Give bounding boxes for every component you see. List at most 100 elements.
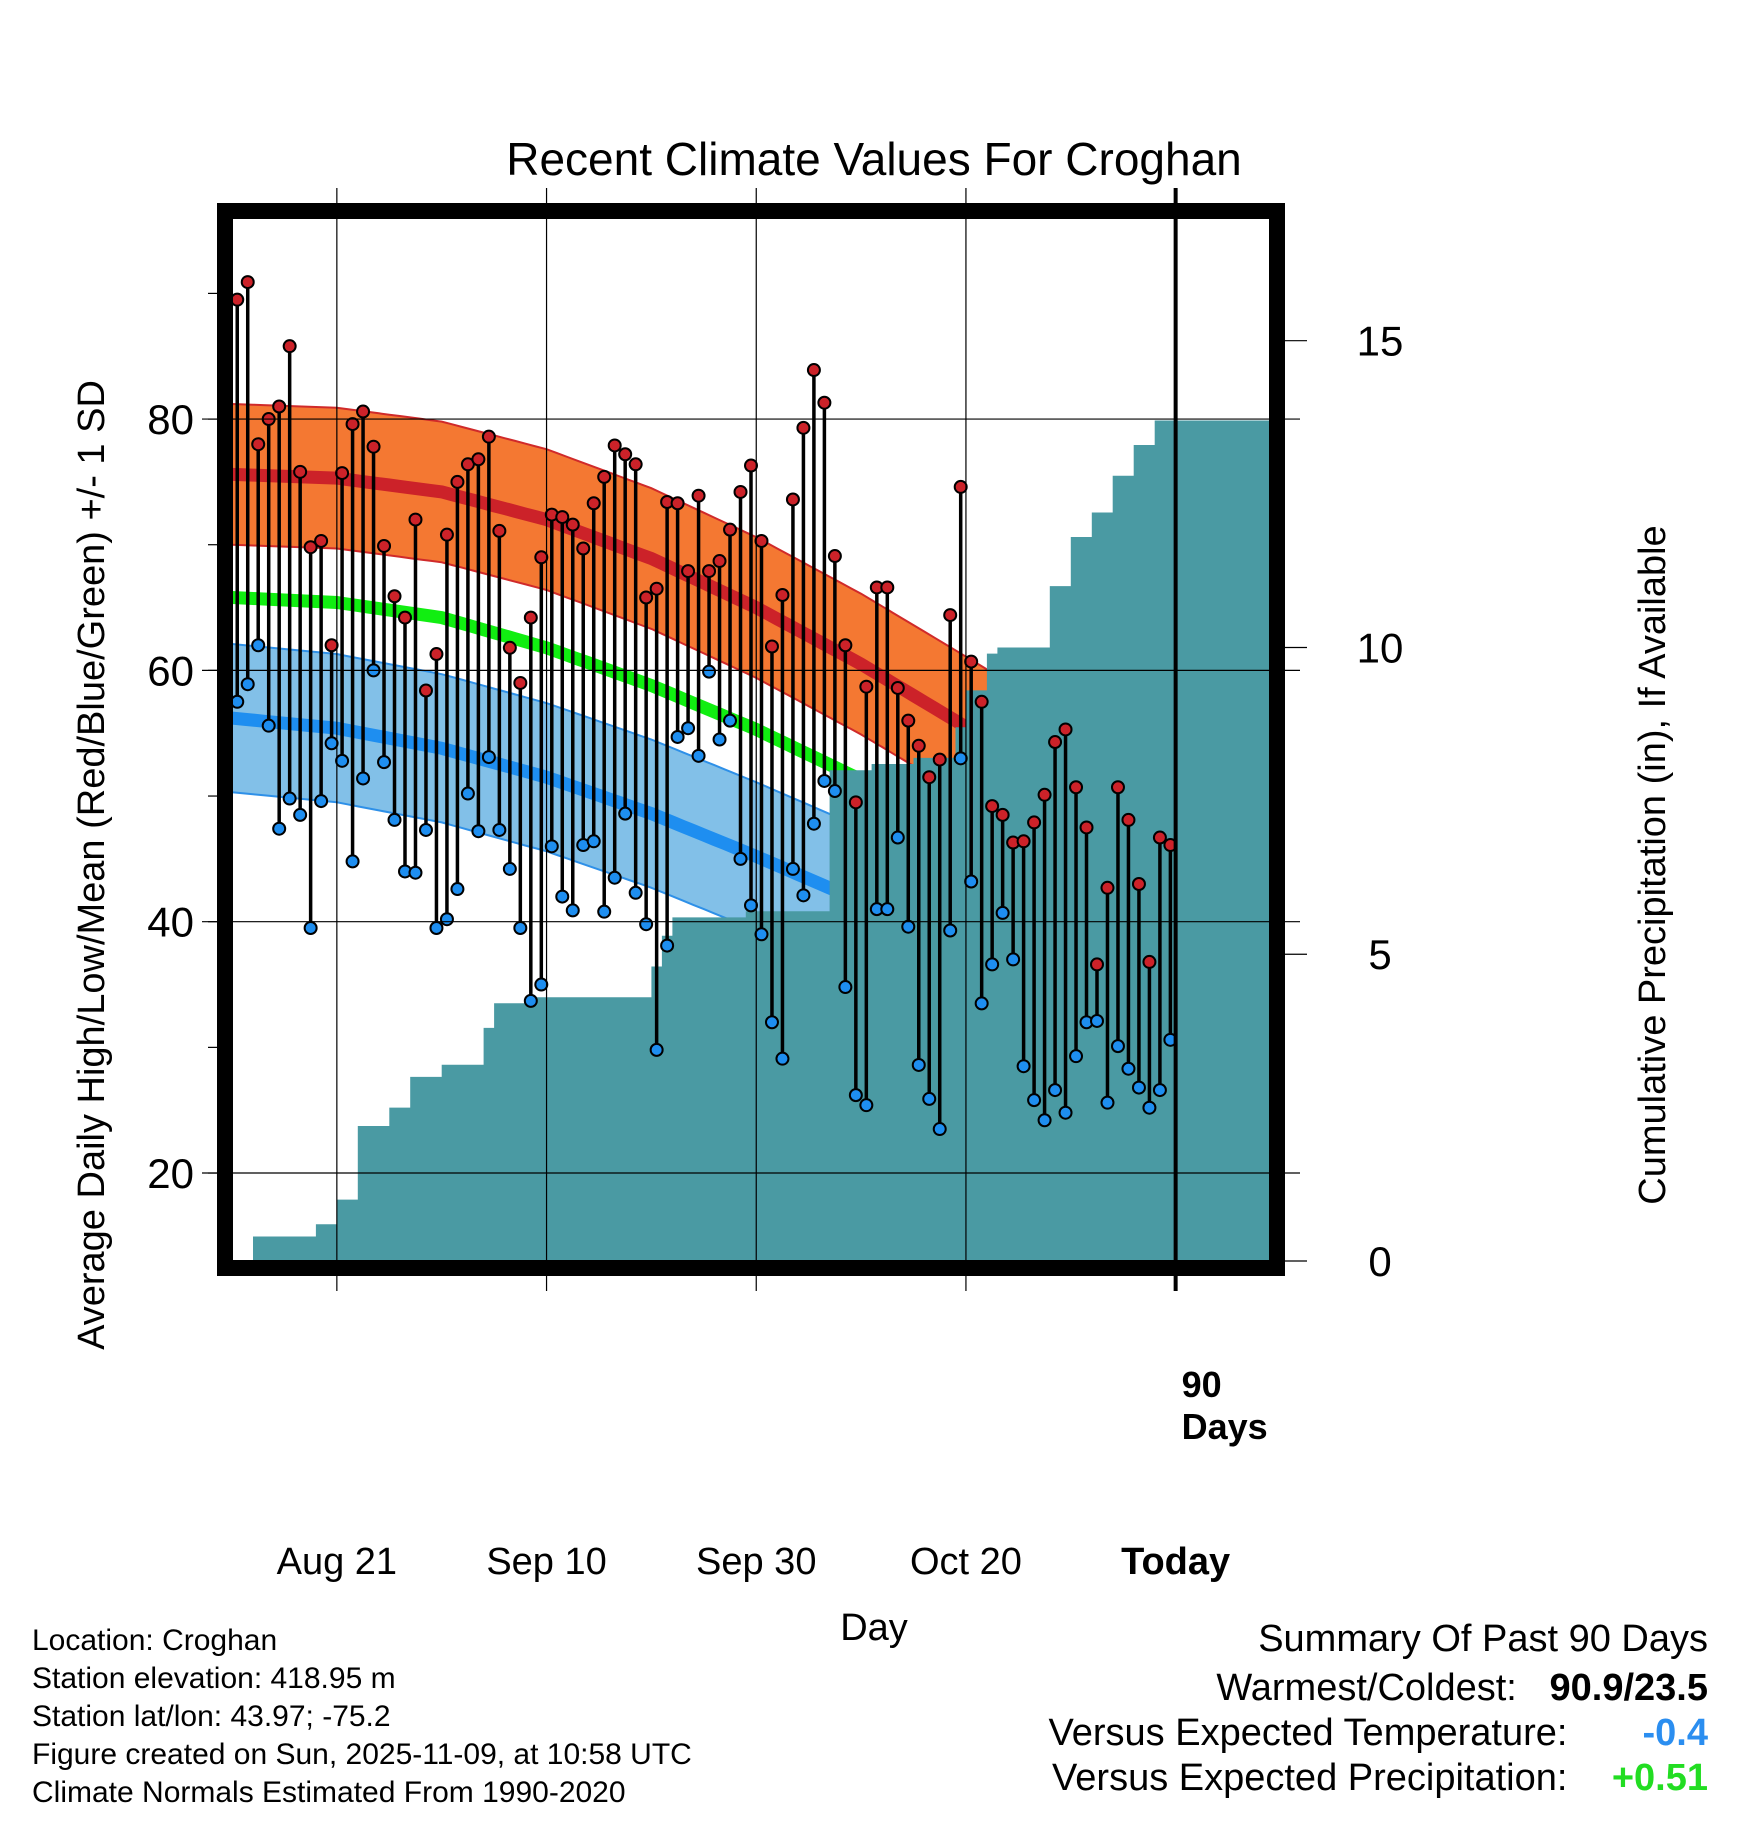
- daily-high-point: [345, 417, 360, 432]
- daily-high-point: [1069, 780, 1084, 795]
- daily-low-point: [303, 920, 318, 935]
- daily-high-point: [733, 484, 748, 499]
- daily-high-point: [303, 540, 318, 555]
- daily-low-point: [733, 851, 748, 866]
- daily-high-point: [796, 420, 811, 435]
- x-axis-label: Day: [840, 1607, 908, 1649]
- daily-high-point: [639, 590, 654, 605]
- y2-tick-label: 5: [1368, 931, 1391, 978]
- y-axis-label: Average Daily High/Low/Mean (Red/Blue/Gr…: [71, 380, 113, 1350]
- daily-high-point: [232, 292, 245, 307]
- daily-high-point: [817, 395, 832, 410]
- daily-low-point: [387, 812, 402, 827]
- summary-warmest-row: Warmest/Coldest: 90.9/23.5: [1049, 1667, 1708, 1710]
- daily-high-point: [848, 795, 863, 810]
- y-tick-label: 40: [147, 899, 194, 946]
- daily-high-point: [251, 437, 266, 452]
- daily-high-point: [670, 496, 685, 511]
- daily-high-point: [240, 275, 255, 290]
- daily-high-point: [1027, 815, 1042, 830]
- daily-high-point: [764, 639, 779, 654]
- daily-low-point: [293, 807, 308, 822]
- location-text: Location: Croghan: [32, 1624, 278, 1657]
- daily-high-point: [702, 564, 717, 579]
- daily-low-point: [555, 889, 570, 904]
- daily-low-point: [639, 917, 654, 932]
- daily-low-point: [272, 821, 287, 836]
- summary-panel: Summary Of Past 90 Days Warmest/Coldest:…: [1049, 1618, 1708, 1800]
- daily-low-point: [995, 905, 1010, 920]
- daily-low-point: [890, 830, 905, 845]
- precip-area: [232, 420, 1270, 1261]
- daily-high-point: [681, 564, 696, 579]
- daily-low-point: [1058, 1105, 1073, 1120]
- daily-high-point: [1131, 877, 1146, 892]
- daily-high-point: [964, 654, 979, 669]
- daily-low-point: [848, 1088, 863, 1103]
- daily-low-point: [911, 1057, 926, 1072]
- daily-high-point: [932, 752, 947, 767]
- daily-low-point: [670, 729, 685, 744]
- daily-high-point: [859, 679, 874, 694]
- latlon-text: Station lat/lon: 43.97; -75.2: [32, 1700, 391, 1733]
- daily-low-point: [974, 996, 989, 1011]
- daily-low-point: [597, 904, 612, 919]
- daily-low-point: [502, 861, 517, 876]
- daily-high-point: [1121, 812, 1136, 827]
- daily-low-point: [964, 874, 979, 889]
- daily-high-point: [995, 807, 1010, 822]
- daily-low-point: [418, 822, 433, 837]
- daily-low-point: [754, 927, 769, 942]
- daily-low-point: [827, 784, 842, 799]
- daily-high-point: [314, 533, 329, 548]
- daily-low-point: [943, 923, 958, 938]
- daily-high-point: [607, 438, 622, 453]
- today-marker-label: 90: [1182, 1364, 1222, 1405]
- daily-low-point: [859, 1098, 874, 1113]
- daily-high-point: [691, 488, 706, 503]
- x-tick-label: Aug 21: [277, 1541, 397, 1583]
- daily-high-point: [827, 549, 842, 564]
- daily-low-point: [712, 732, 727, 747]
- daily-low-point: [618, 806, 633, 821]
- daily-high-point: [429, 647, 444, 662]
- daily-high-point: [356, 404, 371, 419]
- daily-low-point: [723, 713, 738, 728]
- daily-low-point: [240, 677, 255, 692]
- daily-high-point: [586, 496, 601, 511]
- daily-low-point: [702, 664, 717, 679]
- daily-low-point: [335, 753, 350, 768]
- daily-low-point: [1048, 1083, 1063, 1098]
- y2-axis-label: Cumulative Precipitation (in), If Availa…: [1632, 525, 1674, 1204]
- daily-low-point: [450, 882, 465, 897]
- daily-high-point: [1152, 830, 1167, 845]
- daily-low-point: [1090, 1013, 1104, 1028]
- daily-low-point: [282, 791, 297, 806]
- daily-low-point: [460, 786, 475, 801]
- daily-low-point: [901, 919, 916, 934]
- daily-high-point: [387, 589, 402, 604]
- precip-label: Versus Expected Precipitation:: [1052, 1757, 1568, 1799]
- daily-low-point: [691, 748, 706, 763]
- plot-area: [232, 275, 1270, 1261]
- daily-high-point: [1058, 722, 1073, 737]
- daily-low-point: [985, 957, 1000, 972]
- daily-high-point: [974, 694, 989, 709]
- daily-low-point: [471, 824, 486, 839]
- daily-high-point: [1142, 954, 1157, 969]
- daily-low-point: [1121, 1061, 1136, 1076]
- daily-high-point: [880, 580, 895, 595]
- daily-high-point: [418, 683, 433, 698]
- daily-low-point: [660, 938, 675, 953]
- daily-low-point: [649, 1042, 664, 1057]
- daily-low-point: [513, 920, 528, 935]
- daily-low-point: [356, 771, 371, 786]
- daily-low-point: [932, 1122, 947, 1137]
- daily-low-point: [880, 902, 895, 917]
- y-tick-label: 20: [147, 1150, 194, 1197]
- daily-high-point: [1037, 787, 1052, 802]
- daily-low-point: [1110, 1039, 1125, 1054]
- normal-high-sd-band: [232, 402, 1270, 975]
- daily-high-point: [439, 527, 454, 542]
